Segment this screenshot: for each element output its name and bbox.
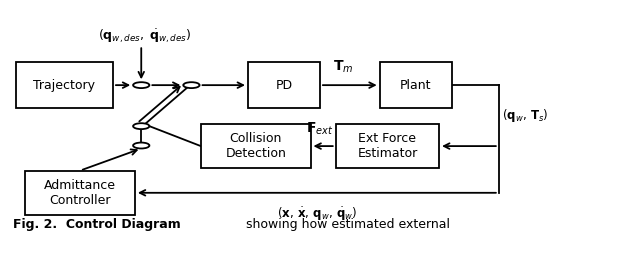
Text: $(\mathbf{q}_w,\, \mathbf{T}_s)$: $(\mathbf{q}_w,\, \mathbf{T}_s)$ — [502, 107, 548, 124]
Text: $(\mathbf{q}_{w,des},\; \dot{\mathbf{q}}_{w,des})$: $(\mathbf{q}_{w,des},\; \dot{\mathbf{q}}… — [97, 27, 191, 45]
Text: $\mathbf{F}_{ext}$: $\mathbf{F}_{ext}$ — [307, 121, 333, 137]
Circle shape — [133, 82, 149, 88]
Text: $(\mathbf{x},\, \dot{\mathbf{x}},\, \mathbf{q}_w,\, \dot{\mathbf{q}}_w)$: $(\mathbf{x},\, \dot{\mathbf{x}},\, \mat… — [276, 205, 357, 223]
Bar — [336, 124, 439, 168]
Bar — [16, 62, 113, 108]
Bar — [380, 62, 452, 108]
Text: Fig. 2.  Control Diagram: Fig. 2. Control Diagram — [13, 218, 180, 230]
Text: Admittance
Controller: Admittance Controller — [44, 179, 116, 207]
Circle shape — [133, 123, 149, 129]
Circle shape — [183, 82, 200, 88]
Text: $\mathbf{T}_m$: $\mathbf{T}_m$ — [333, 58, 354, 75]
Text: Trajectory: Trajectory — [33, 79, 95, 92]
Text: Collision
Detection: Collision Detection — [225, 132, 286, 160]
Text: PD: PD — [275, 79, 292, 92]
Bar — [25, 170, 135, 215]
Text: showing how estimated external: showing how estimated external — [242, 218, 450, 230]
Bar — [201, 124, 310, 168]
Text: Ext Force
Estimator: Ext Force Estimator — [357, 132, 417, 160]
Bar — [248, 62, 320, 108]
Text: Plant: Plant — [400, 79, 431, 92]
Circle shape — [133, 143, 149, 148]
